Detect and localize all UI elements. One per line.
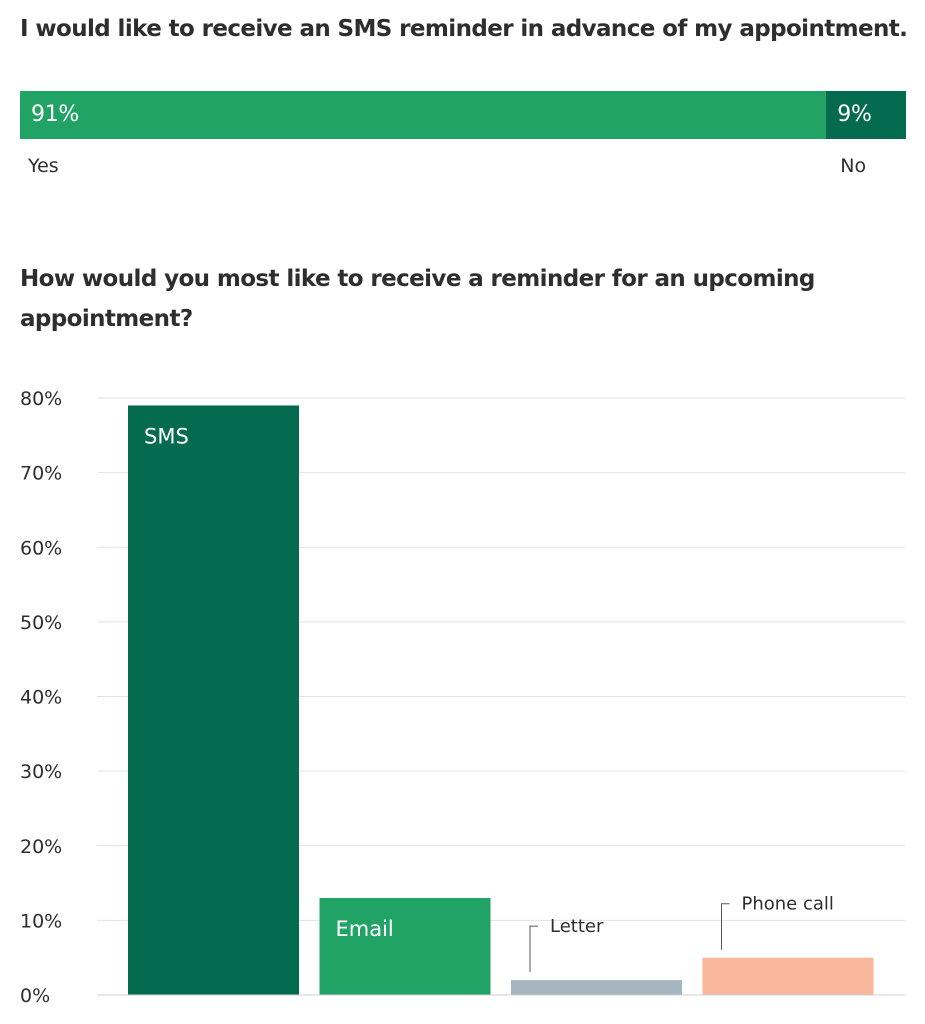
y-tick-label: 10%: [20, 910, 62, 932]
y-tick-label: 80%: [20, 388, 62, 410]
yes-percent-label: 91%: [31, 102, 79, 127]
callout-line: [721, 903, 730, 950]
bar-sms: [128, 405, 299, 995]
callout-line: [529, 925, 538, 973]
yes-segment: 91%: [20, 91, 827, 139]
bar-label: Letter: [550, 916, 604, 937]
y-tick-label: 50%: [20, 612, 62, 634]
y-tick-label: 40%: [20, 687, 62, 709]
no-percent-label: 9%: [837, 102, 872, 127]
bar-letter: [511, 980, 682, 995]
bar-label: Phone call: [742, 894, 834, 915]
yes-label: Yes: [28, 155, 59, 177]
y-tick-label: 20%: [20, 836, 62, 858]
y-tick-label: 0%: [20, 985, 50, 1007]
yes-no-split-bar: 91% 9%: [20, 91, 906, 139]
y-tick-label: 70%: [20, 463, 62, 485]
bar-label: SMS: [144, 424, 189, 448]
survey-question-1-title: I would like to receive an SMS reminder …: [20, 16, 908, 42]
bar-email: [319, 897, 491, 995]
bar-label: Email: [336, 917, 394, 941]
no-segment: 9%: [826, 91, 906, 139]
y-tick-label: 30%: [20, 761, 62, 783]
bar-phone-call: [702, 957, 874, 995]
survey-question-2-title: How would you most like to receive a rem…: [20, 266, 815, 332]
y-tick-label: 60%: [20, 537, 62, 559]
no-label: No: [840, 155, 867, 177]
